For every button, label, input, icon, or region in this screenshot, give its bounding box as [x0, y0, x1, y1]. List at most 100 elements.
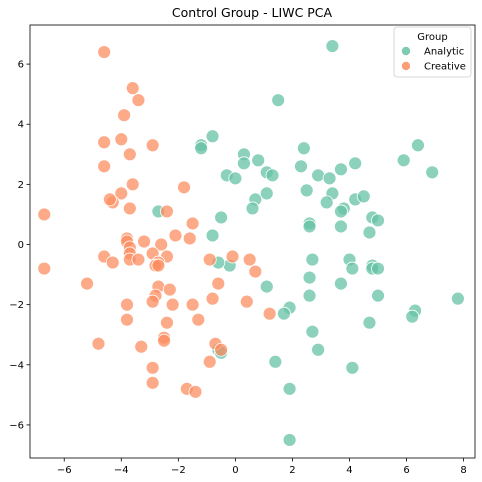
point-creative-6 — [145, 138, 160, 153]
y-tick-label: 2 — [18, 180, 24, 191]
point-creative-0 — [97, 45, 112, 59]
point-analytic-6 — [237, 156, 251, 171]
point-creative-1 — [125, 81, 140, 96]
legend-label-analytic: Analytic — [424, 47, 464, 58]
point-analytic-37 — [205, 228, 220, 243]
point-creative-37 — [242, 252, 257, 267]
plot-frame — [29, 24, 476, 459]
point-analytic-63 — [268, 354, 283, 369]
point-creative-13 — [102, 192, 117, 207]
point-creative-5 — [97, 135, 112, 150]
point-analytic-7 — [251, 153, 266, 168]
point-analytic-59 — [305, 324, 320, 339]
point-creative-53 — [120, 312, 134, 327]
x-tick-label: 8 — [460, 465, 466, 476]
point-creative-51 — [262, 306, 277, 321]
point-creative-8 — [97, 159, 112, 174]
point-analytic-57 — [405, 309, 420, 324]
point-analytic-43 — [259, 279, 274, 294]
point-creative-41 — [80, 276, 94, 291]
point-creative-62 — [145, 360, 160, 375]
point-creative-11 — [114, 186, 129, 201]
point-analytic-19 — [411, 138, 425, 153]
point-creative-49 — [185, 297, 200, 312]
x-tick-label: 6 — [403, 465, 409, 476]
point-analytic-36 — [214, 210, 229, 225]
point-analytic-16 — [334, 162, 348, 177]
point-analytic-48 — [334, 276, 348, 291]
point-creative-50 — [165, 297, 180, 312]
point-analytic-1 — [271, 93, 286, 108]
legend-label-creative: Creative — [424, 62, 466, 73]
point-analytic-17 — [348, 156, 363, 171]
point-creative-39 — [37, 261, 52, 276]
point-creative-15 — [160, 204, 174, 219]
point-creative-18 — [168, 228, 183, 243]
point-analytic-33 — [259, 186, 274, 201]
legend-box — [393, 26, 472, 78]
x-tick-label: −2 — [171, 465, 186, 476]
point-analytic-54 — [371, 288, 385, 303]
point-analytic-66 — [282, 433, 297, 447]
point-creative-19 — [182, 231, 197, 246]
point-analytic-20 — [425, 165, 440, 180]
point-analytic-4 — [194, 141, 209, 156]
y-tick-label: −6 — [9, 420, 24, 431]
point-creative-56 — [157, 333, 171, 348]
point-creative-58 — [134, 339, 149, 354]
point-creative-40 — [211, 276, 226, 291]
point-creative-60 — [214, 342, 229, 357]
point-analytic-12 — [296, 141, 311, 156]
x-tick-label: −4 — [114, 465, 129, 476]
point-analytic-27 — [334, 204, 348, 219]
point-creative-4 — [114, 132, 129, 147]
point-creative-16 — [37, 207, 52, 222]
legend-marker-analytic — [401, 46, 411, 56]
x-tick-label: 2 — [289, 465, 295, 476]
point-creative-9 — [125, 177, 140, 192]
point-creative-54 — [160, 315, 174, 330]
point-analytic-50 — [345, 261, 360, 276]
point-analytic-40 — [305, 252, 320, 267]
point-creative-35 — [202, 252, 217, 267]
y-tick-label: 6 — [18, 60, 24, 71]
point-creative-17 — [185, 216, 200, 231]
point-creative-61 — [202, 354, 217, 369]
point-creative-45 — [205, 291, 220, 306]
point-analytic-53 — [371, 261, 385, 276]
point-analytic-47 — [276, 306, 291, 321]
point-analytic-31 — [371, 213, 385, 228]
point-creative-65 — [188, 384, 203, 399]
point-creative-36 — [225, 249, 240, 264]
point-analytic-18 — [396, 153, 411, 168]
x-axis-ticks: −6 −4 −2 0 2 4 6 8 — [57, 458, 467, 476]
point-creative-63 — [145, 375, 160, 390]
point-analytic-64 — [345, 360, 360, 375]
point-creative-22 — [137, 234, 152, 249]
point-analytic-34 — [245, 201, 260, 216]
point-analytic-25 — [356, 189, 371, 204]
x-tick-label: 0 — [232, 465, 238, 476]
y-tick-label: −4 — [9, 360, 24, 371]
point-analytic-11 — [265, 168, 280, 183]
y-tick-label: 0 — [18, 240, 24, 251]
point-analytic-44 — [302, 270, 317, 285]
point-analytic-21 — [299, 183, 314, 198]
scatter-points — [37, 39, 465, 447]
point-creative-46 — [239, 294, 254, 309]
point-creative-38 — [248, 264, 263, 279]
y-axis-ticks: −6 −4 −2 0 2 4 6 — [9, 60, 30, 431]
point-analytic-29 — [362, 225, 377, 240]
point-creative-48 — [120, 297, 134, 312]
point-creative-3 — [117, 108, 132, 123]
point-analytic-23 — [319, 195, 334, 210]
point-analytic-15 — [322, 171, 337, 186]
y-tick-label: 4 — [18, 120, 24, 131]
x-tick-label: −6 — [57, 465, 72, 476]
point-analytic-13 — [294, 159, 308, 174]
x-tick-label: 4 — [346, 465, 352, 476]
point-creative-30 — [131, 252, 146, 267]
legend: Group Analytic Creative — [393, 26, 472, 78]
legend-title: Group — [417, 32, 447, 43]
legend-marker-creative — [401, 61, 411, 71]
